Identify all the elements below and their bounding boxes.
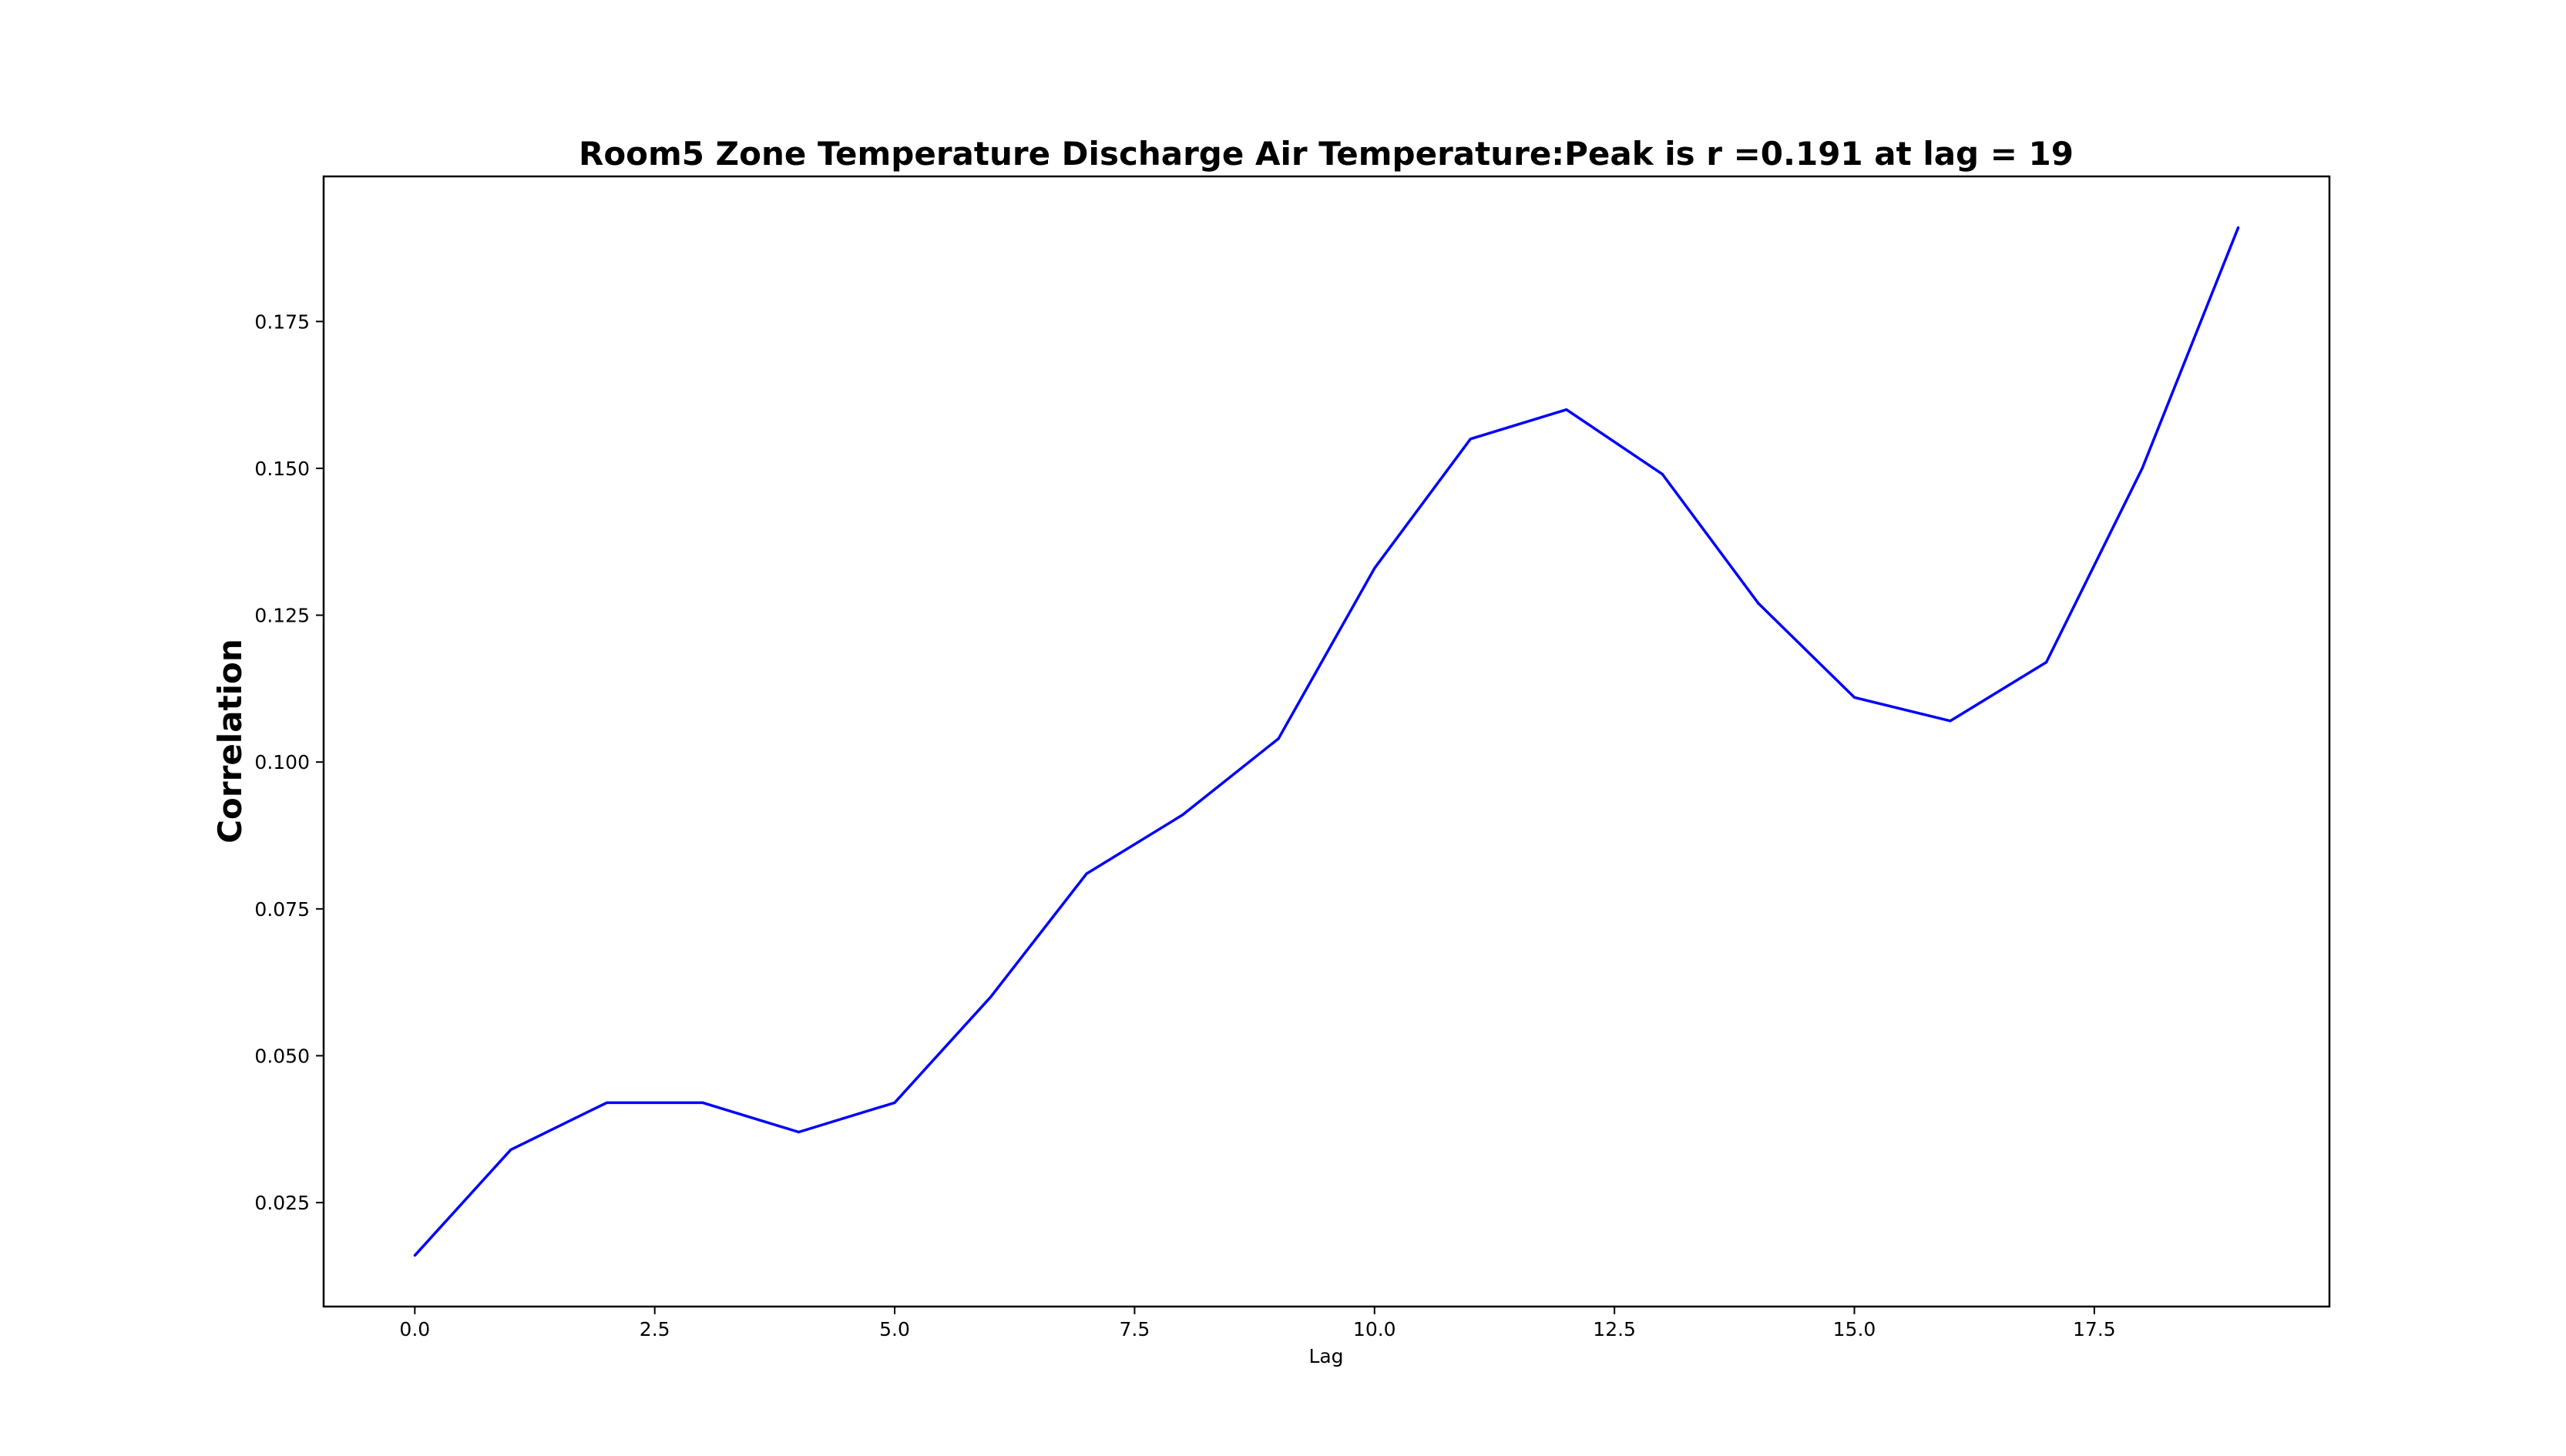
x-axis: 0.0 2.5 5.0 7.5 10.0 12.5 15.0 17.5 bbox=[399, 1307, 2116, 1340]
y-tick-label: 0.025 bbox=[254, 1192, 310, 1214]
y-axis-label: Correlation bbox=[211, 639, 249, 844]
series-line bbox=[414, 226, 2240, 1256]
plot-frame bbox=[322, 175, 2331, 1308]
x-tick-label: 2.5 bbox=[640, 1318, 670, 1340]
x-tick-label: 15.0 bbox=[1833, 1318, 1876, 1340]
data-point bbox=[1085, 872, 1088, 875]
data-point bbox=[413, 1254, 416, 1257]
data-point bbox=[701, 1101, 704, 1105]
data-point bbox=[605, 1101, 609, 1105]
y-tick-label: 0.175 bbox=[254, 310, 310, 333]
y-tick-label: 0.075 bbox=[254, 898, 310, 921]
x-tick-label: 0.0 bbox=[399, 1318, 430, 1340]
x-tick-label: 12.5 bbox=[1593, 1318, 1636, 1340]
data-point bbox=[1373, 566, 1376, 570]
data-point bbox=[1757, 602, 1760, 605]
x-tick-label: 10.0 bbox=[1353, 1318, 1396, 1340]
data-point bbox=[2237, 226, 2240, 229]
data-point bbox=[1661, 472, 1664, 476]
data-point bbox=[989, 995, 992, 998]
data-point bbox=[2044, 660, 2048, 664]
data-point bbox=[1565, 408, 1568, 411]
chart-title: Room5 Zone Temperature Discharge Air Tem… bbox=[579, 135, 2074, 173]
data-point bbox=[509, 1148, 512, 1152]
series-layer bbox=[413, 226, 2240, 1257]
x-axis-label: Lag bbox=[1308, 1345, 1343, 1367]
data-point bbox=[1469, 438, 1472, 441]
x-tick-label: 5.0 bbox=[879, 1318, 910, 1340]
y-tick-label: 0.100 bbox=[254, 751, 310, 773]
data-point bbox=[1949, 720, 1952, 723]
data-point bbox=[1277, 737, 1280, 740]
x-tick-label: 17.5 bbox=[2073, 1318, 2116, 1340]
x-tick-label: 7.5 bbox=[1120, 1318, 1150, 1340]
data-point bbox=[1181, 814, 1184, 817]
y-axis: 0.025 0.050 0.075 0.100 0.125 0.150 0.175 bbox=[254, 310, 324, 1214]
plot-area bbox=[322, 175, 2331, 1308]
data-point bbox=[2141, 467, 2144, 470]
y-tick-label: 0.125 bbox=[254, 605, 310, 627]
data-point bbox=[1852, 696, 1856, 699]
y-tick-label: 0.050 bbox=[254, 1045, 310, 1067]
data-point bbox=[797, 1130, 801, 1134]
data-point bbox=[893, 1101, 896, 1105]
y-tick-label: 0.150 bbox=[254, 458, 310, 480]
